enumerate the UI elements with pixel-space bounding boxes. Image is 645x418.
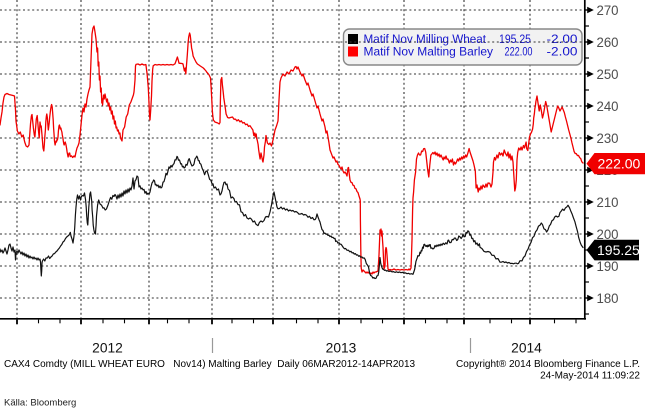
svg-text:24-May-2014 11:09:22: 24-May-2014 11:09:22	[540, 371, 640, 382]
svg-text:2014: 2014	[511, 341, 542, 356]
svg-text:270: 270	[597, 2, 619, 18]
svg-text:2012: 2012	[92, 341, 123, 356]
svg-text:Copyright® 2014 Bloomberg Fina: Copyright® 2014 Bloomberg Finance L.P.	[456, 359, 640, 370]
svg-text:CAX4 Comdty (MILL WHEAT EURO: CAX4 Comdty (MILL WHEAT EURO Nov14) Malt…	[4, 359, 416, 370]
svg-text:230: 230	[597, 130, 619, 146]
svg-text:Källa: Bloomberg: Källa: Bloomberg	[4, 398, 76, 409]
svg-text:2013: 2013	[326, 341, 357, 356]
svg-text:Matif Nov Malting Barley: Matif Nov Malting Barley	[364, 44, 494, 58]
svg-text:260: 260	[597, 34, 619, 50]
svg-text:210: 210	[597, 194, 619, 210]
svg-text:180: 180	[597, 290, 619, 306]
svg-text:-2.00: -2.00	[547, 44, 578, 58]
svg-text:222.00: 222.00	[598, 156, 641, 172]
svg-text:195.25: 195.25	[597, 242, 640, 258]
svg-text:200: 200	[597, 226, 619, 242]
svg-text:240: 240	[597, 98, 619, 114]
svg-text:250: 250	[597, 66, 619, 82]
svg-text:222.00: 222.00	[505, 44, 533, 58]
